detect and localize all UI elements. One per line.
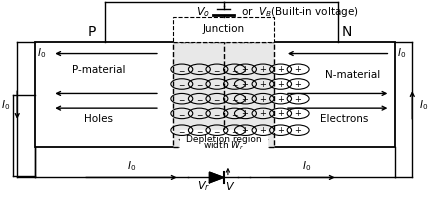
Text: $+$: $+$ (259, 79, 267, 89)
Text: $-$: $-$ (195, 126, 203, 135)
Text: $+$: $+$ (294, 94, 302, 104)
Text: $V$: $V$ (225, 180, 235, 192)
Text: $-$: $-$ (213, 126, 221, 135)
Text: Junction: Junction (202, 24, 245, 34)
Text: $+$: $+$ (294, 64, 302, 74)
Text: Holes: Holes (84, 114, 113, 124)
Text: $-$: $-$ (195, 65, 203, 74)
Text: $+$: $+$ (241, 64, 249, 74)
Text: $-$: $-$ (213, 65, 221, 74)
Text: $-$: $-$ (195, 109, 203, 118)
Text: N-material: N-material (326, 70, 381, 80)
Bar (173, 42, 274, 147)
Text: $+$: $+$ (276, 108, 284, 118)
Text: $+$: $+$ (294, 79, 302, 89)
Polygon shape (210, 172, 224, 183)
Text: $+$: $+$ (259, 94, 267, 104)
Text: P-material: P-material (72, 65, 125, 75)
Text: $+$: $+$ (294, 125, 302, 135)
Text: $-$: $-$ (178, 126, 186, 135)
Text: $+$: $+$ (241, 79, 249, 89)
Text: $+$: $+$ (259, 64, 267, 74)
Text: $I_0$: $I_0$ (1, 98, 11, 112)
Text: Electrons: Electrons (320, 114, 369, 124)
Text: $-$: $-$ (231, 126, 238, 135)
Text: $-$: $-$ (178, 94, 186, 103)
Text: $+$: $+$ (259, 125, 267, 135)
Text: $-$: $-$ (231, 65, 238, 74)
Text: $+$: $+$ (276, 94, 284, 104)
Text: $-$: $-$ (178, 109, 186, 118)
Bar (35, 42, 395, 147)
Text: $+$: $+$ (276, 79, 284, 89)
Text: or  $V_B$(Built-in voltage): or $V_B$(Built-in voltage) (241, 5, 359, 19)
Text: $-$: $-$ (178, 65, 186, 74)
Text: $+$: $+$ (241, 94, 249, 104)
Text: $-$: $-$ (231, 109, 238, 118)
Text: $I_0$: $I_0$ (397, 47, 406, 60)
Text: $-$: $-$ (213, 80, 221, 88)
Text: $-$: $-$ (213, 109, 221, 118)
Text: $I_0$: $I_0$ (37, 47, 46, 60)
Text: $V_o$: $V_o$ (196, 5, 210, 19)
Bar (173, 17, 274, 42)
Text: $-$: $-$ (195, 80, 203, 88)
Text: $+$: $+$ (241, 108, 249, 118)
Text: N: N (341, 25, 352, 38)
Text: $I_0$: $I_0$ (419, 98, 428, 112)
Text: $+$: $+$ (276, 125, 284, 135)
Text: $-$: $-$ (178, 80, 186, 88)
Text: $V_r$: $V_r$ (197, 179, 210, 193)
Text: $-$: $-$ (195, 94, 203, 103)
Text: $+$: $+$ (241, 125, 249, 135)
Text: $I_0$: $I_0$ (127, 159, 136, 173)
Text: width $W_r$: width $W_r$ (203, 140, 244, 152)
Text: Depletion region: Depletion region (186, 135, 261, 144)
Text: $+$: $+$ (259, 108, 267, 118)
Text: $-$: $-$ (231, 80, 238, 88)
Text: P: P (88, 25, 96, 38)
Text: $+$: $+$ (294, 108, 302, 118)
Text: $I_0$: $I_0$ (302, 159, 311, 173)
Text: $+$: $+$ (276, 64, 284, 74)
Text: $-$: $-$ (231, 94, 238, 103)
Text: $-$: $-$ (213, 94, 221, 103)
